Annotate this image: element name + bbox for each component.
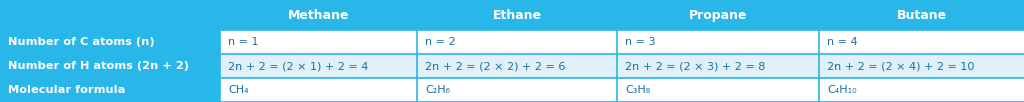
- Text: Propane: Propane: [689, 9, 748, 22]
- Text: Ethane: Ethane: [493, 9, 542, 22]
- Bar: [819, 78, 1024, 102]
- Bar: [616, 30, 819, 54]
- Text: C₃H₈: C₃H₈: [625, 85, 650, 95]
- Text: n = 3: n = 3: [625, 37, 655, 47]
- Text: Butane: Butane: [897, 9, 946, 22]
- Text: n = 1: n = 1: [228, 37, 259, 47]
- Bar: [418, 54, 616, 78]
- Text: C₄H₁₀: C₄H₁₀: [827, 85, 857, 95]
- Text: Number of H atoms (2n + 2): Number of H atoms (2n + 2): [8, 61, 189, 71]
- Text: CH₄: CH₄: [228, 85, 249, 95]
- Text: n = 2: n = 2: [426, 37, 456, 47]
- Bar: [220, 30, 418, 54]
- Text: Methane: Methane: [288, 9, 349, 22]
- Bar: [220, 78, 418, 102]
- Bar: [616, 54, 819, 78]
- Text: 2n + 2 = (2 × 1) + 2 = 4: 2n + 2 = (2 × 1) + 2 = 4: [228, 61, 369, 71]
- Text: 2n + 2 = (2 × 4) + 2 = 10: 2n + 2 = (2 × 4) + 2 = 10: [827, 61, 975, 71]
- Bar: [819, 30, 1024, 54]
- Bar: [418, 78, 616, 102]
- Bar: [819, 54, 1024, 78]
- Text: 2n + 2 = (2 × 3) + 2 = 8: 2n + 2 = (2 × 3) + 2 = 8: [625, 61, 766, 71]
- Bar: [418, 30, 616, 54]
- Text: 2n + 2 = (2 × 2) + 2 = 6: 2n + 2 = (2 × 2) + 2 = 6: [426, 61, 566, 71]
- Bar: [220, 54, 418, 78]
- Text: n = 4: n = 4: [827, 37, 858, 47]
- Text: Molecular formula: Molecular formula: [8, 85, 126, 95]
- Text: Number of C atoms (n): Number of C atoms (n): [8, 37, 155, 47]
- Text: C₂H₆: C₂H₆: [426, 85, 451, 95]
- Bar: [616, 78, 819, 102]
